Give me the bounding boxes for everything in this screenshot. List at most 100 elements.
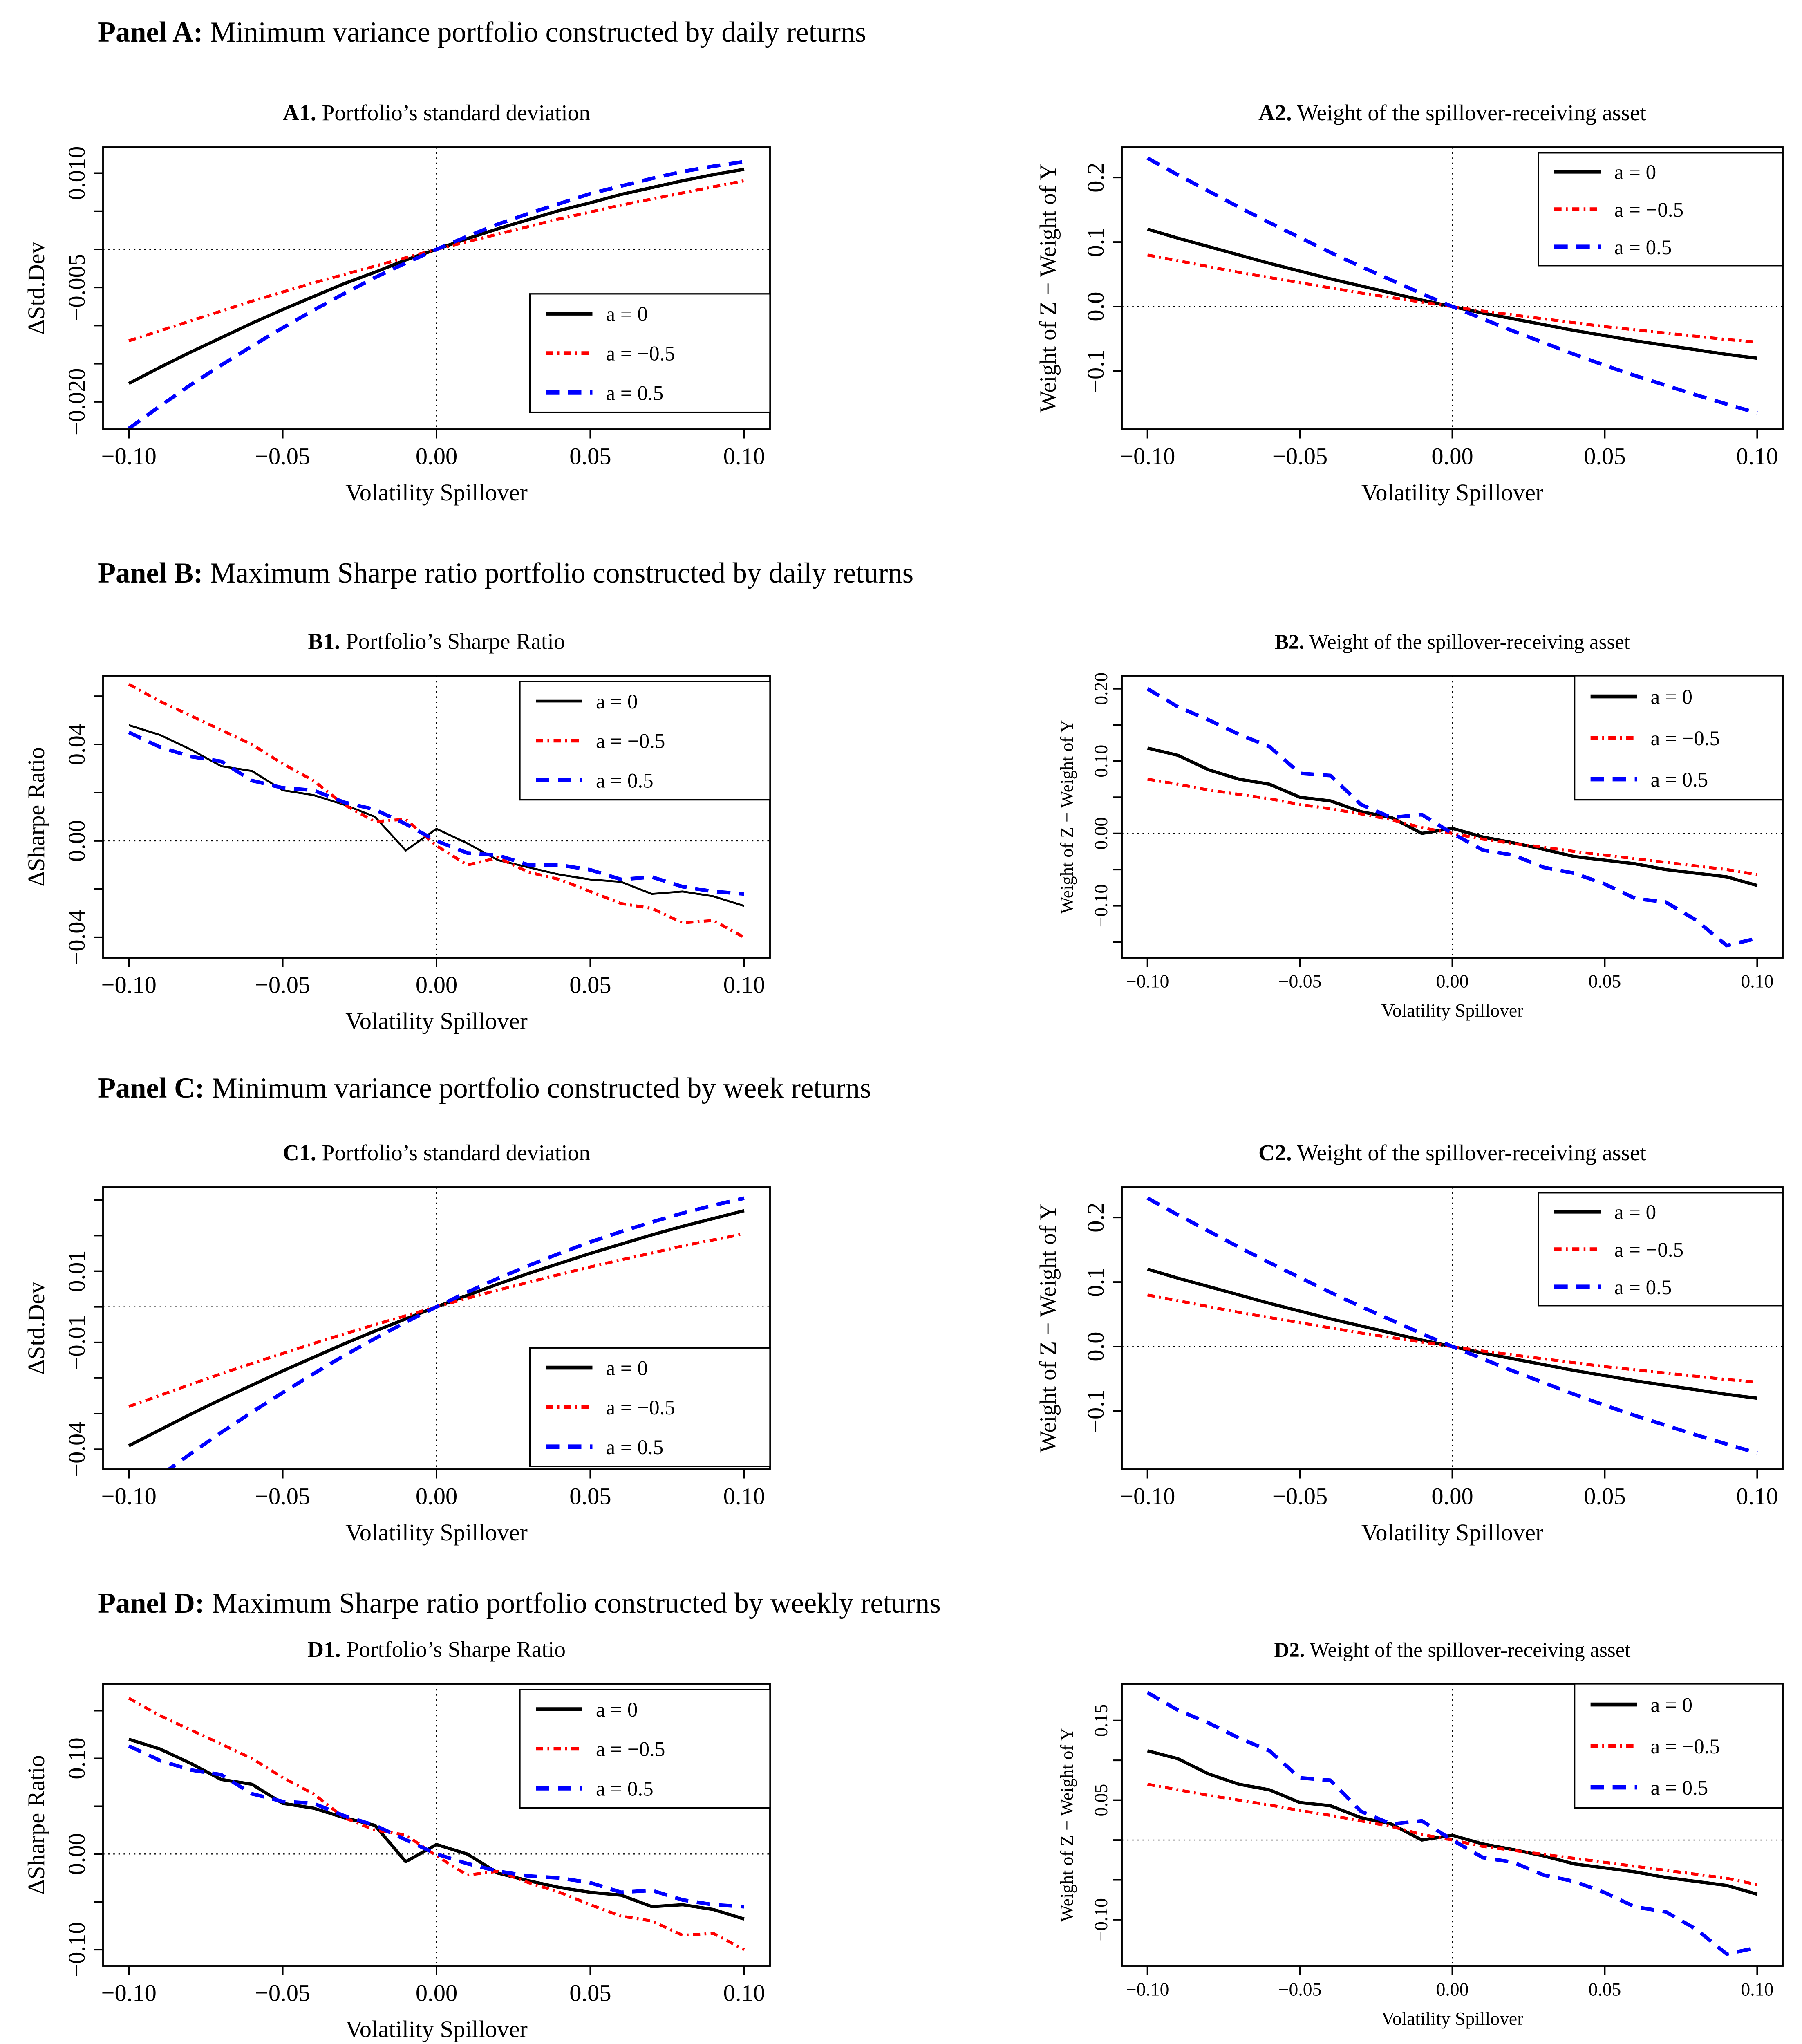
x-tick-label: 0.00 xyxy=(416,1483,457,1510)
chart-title: A1. Portfolio’s standard deviation xyxy=(283,101,590,126)
x-tick-label: −0.05 xyxy=(255,443,310,470)
x-axis: −0.10 −0.05 0.00 0.05 0.10 Volatility Spillov… xyxy=(101,958,765,1034)
series-group xyxy=(128,1196,745,1469)
y-tick-label: 0.0 xyxy=(1082,291,1109,321)
series-line-0 xyxy=(128,1737,745,1921)
legend: a = 0 a = −0.5 a = 0.5 xyxy=(519,681,771,801)
reference-lines xyxy=(103,1187,770,1469)
x-tick-label: 0.00 xyxy=(1436,1979,1469,2000)
x-tick-label: −0.05 xyxy=(1278,971,1322,992)
x-tick-label: 0.00 xyxy=(416,443,457,470)
y-tick-label: 0.1 xyxy=(1082,227,1109,257)
legend-label: a = 0.5 xyxy=(596,769,654,792)
y-tick-label: 0.2 xyxy=(1082,1203,1109,1233)
y-tick-label: 0.1 xyxy=(1082,1267,1109,1297)
x-tick-label: −0.05 xyxy=(255,1483,310,1510)
y-axis-label: Weight of Z − Weight of Y xyxy=(1035,164,1061,412)
y-tick-label: 0.010 xyxy=(63,146,90,200)
reference-lines xyxy=(103,147,770,429)
x-axis-label: Volatility Spillover xyxy=(345,1519,528,1546)
x-tick-label: −0.05 xyxy=(255,972,310,998)
panel-d-header-label: Panel D: xyxy=(98,1588,205,1620)
y-tick-label: −0.1 xyxy=(1082,1390,1109,1433)
chart-title: A2. Weight of the spillover-receiving as… xyxy=(1258,101,1647,126)
chart-b2: B2. Weight of the spillover-receiving as… xyxy=(1057,631,1784,1021)
panel-b-header-label: Panel B: xyxy=(98,558,203,590)
x-tick-label: 0.10 xyxy=(723,1980,765,2006)
panel-d-header-text: Maximum Sharpe ratio portfolio construct… xyxy=(204,1588,941,1620)
chart-a1: A1. Portfolio’s standard deviation−0.10−… xyxy=(23,101,771,506)
reference-lines xyxy=(103,1684,770,1966)
x-tick-label: 0.05 xyxy=(1584,1483,1625,1510)
x-axis: −0.10 −0.05 0.00 0.05 0.10 Volatility Spillov… xyxy=(1120,1469,1778,1546)
y-axis: 0.010 −0.005 −0.020 ΔStd.Dev xyxy=(23,146,103,436)
chart-title: D1. Portfolio’s Sharpe Ratio xyxy=(307,1637,566,1662)
x-axis: −0.10 −0.05 0.00 0.05 0.10 Volatility Spillov… xyxy=(101,429,765,506)
x-tick-label: 0.05 xyxy=(569,443,611,470)
legend-label: a = −0.5 xyxy=(1614,199,1683,222)
series-line-2 xyxy=(1146,1691,1758,1956)
y-axis-label: ΔStd.Dev xyxy=(23,241,49,334)
reference-lines xyxy=(1122,1684,1783,1966)
x-axis: −0.10 −0.05 0.00 0.05 0.10 Volatility Spillov… xyxy=(101,1966,765,2042)
panel-a-header-label: Panel A: xyxy=(98,17,203,49)
x-tick-label: 0.10 xyxy=(1741,971,1773,992)
x-tick-label: 0.05 xyxy=(1584,443,1625,470)
x-tick-label: 0.05 xyxy=(569,1483,611,1510)
y-axis-label: ΔSharpe Ratio xyxy=(23,747,49,886)
y-tick-label: 0.00 xyxy=(63,820,90,862)
y-axis: 0.10 0.00 −0.10 ΔSharpe Ratio xyxy=(23,1710,103,1977)
legend-label: a = −0.5 xyxy=(606,1396,675,1419)
x-tick-label: −0.10 xyxy=(101,1483,157,1510)
x-tick-label: 0.10 xyxy=(1736,443,1778,470)
y-tick-label: −0.01 xyxy=(63,1315,90,1370)
y-tick-label: 0.10 xyxy=(63,1737,90,1779)
y-tick-label: 0.15 xyxy=(1090,1704,1111,1737)
y-tick-label: 0.20 xyxy=(1090,672,1111,705)
x-tick-label: 0.10 xyxy=(723,972,765,998)
legend-label: a = 0.5 xyxy=(1651,769,1708,791)
panel-c-header-text: Minimum variance portfolio constructed b… xyxy=(204,1073,871,1105)
y-tick-label: 0.10 xyxy=(1090,745,1111,778)
x-tick-label: 0.05 xyxy=(1589,971,1621,992)
x-axis-label: Volatility Spillover xyxy=(1361,479,1544,506)
y-axis: 0.01 −0.01 −0.04 ΔStd.Dev xyxy=(23,1199,103,1477)
x-axis: −0.10 −0.05 0.00 0.05 0.10 Volatility Spillov… xyxy=(1126,1966,1773,2029)
x-tick-label: −0.10 xyxy=(1126,1979,1169,2000)
x-axis-label: Volatility Spillover xyxy=(1381,1000,1524,1021)
panel-a-header-text: Minimum variance portfolio constructed b… xyxy=(203,17,866,49)
y-tick-label: 0.05 xyxy=(1090,1784,1111,1817)
x-tick-label: 0.00 xyxy=(1431,1483,1473,1510)
y-tick-label: 0.00 xyxy=(63,1833,90,1875)
y-tick-label: 0.0 xyxy=(1082,1331,1109,1361)
series-line-1 xyxy=(128,683,745,939)
series-line-2 xyxy=(128,731,745,896)
legend-label: a = 0.5 xyxy=(1614,1276,1672,1299)
y-tick-label: −0.1 xyxy=(1082,350,1109,393)
legend-label: a = −0.5 xyxy=(1651,1735,1720,1758)
series-group xyxy=(128,683,745,939)
y-axis: 0.04 0.00 −0.04 ΔSharpe Ratio xyxy=(23,695,103,965)
y-axis: 0.15 0.05 −0.10 Weight of Z − Weight of Y xyxy=(1057,1704,1122,1941)
x-tick-label: −0.05 xyxy=(1272,1483,1327,1510)
x-tick-label: 0.00 xyxy=(416,1980,457,2006)
y-tick-label: −0.020 xyxy=(63,368,90,436)
series-line-0 xyxy=(1147,746,1758,887)
chart-title: B1. Portfolio’s Sharpe Ratio xyxy=(308,629,565,654)
x-tick-label: −0.05 xyxy=(255,1980,310,2006)
legend-label: a = −0.5 xyxy=(1614,1239,1683,1262)
y-tick-label: −0.04 xyxy=(63,910,90,965)
legend: a = 0 a = −0.5 a = 0.5 xyxy=(1538,152,1784,267)
x-tick-label: 0.05 xyxy=(569,972,611,998)
series-group xyxy=(1146,156,1758,415)
series-group xyxy=(1146,1196,1758,1455)
legend-label: a = 0.5 xyxy=(596,1777,654,1800)
x-tick-label: −0.10 xyxy=(1126,971,1169,992)
x-axis: −0.10 −0.05 0.00 0.05 0.10 Volatility Spillov… xyxy=(1126,958,1773,1021)
chart-c1: C1. Portfolio’s standard deviation−0.10−… xyxy=(23,1141,771,1546)
panel-a-header: Panel A: Minimum variance portfolio cons… xyxy=(98,17,866,50)
legend-label: a = 0 xyxy=(606,303,647,326)
series-line-2 xyxy=(128,1744,745,1909)
series-line-2 xyxy=(166,1196,745,1469)
